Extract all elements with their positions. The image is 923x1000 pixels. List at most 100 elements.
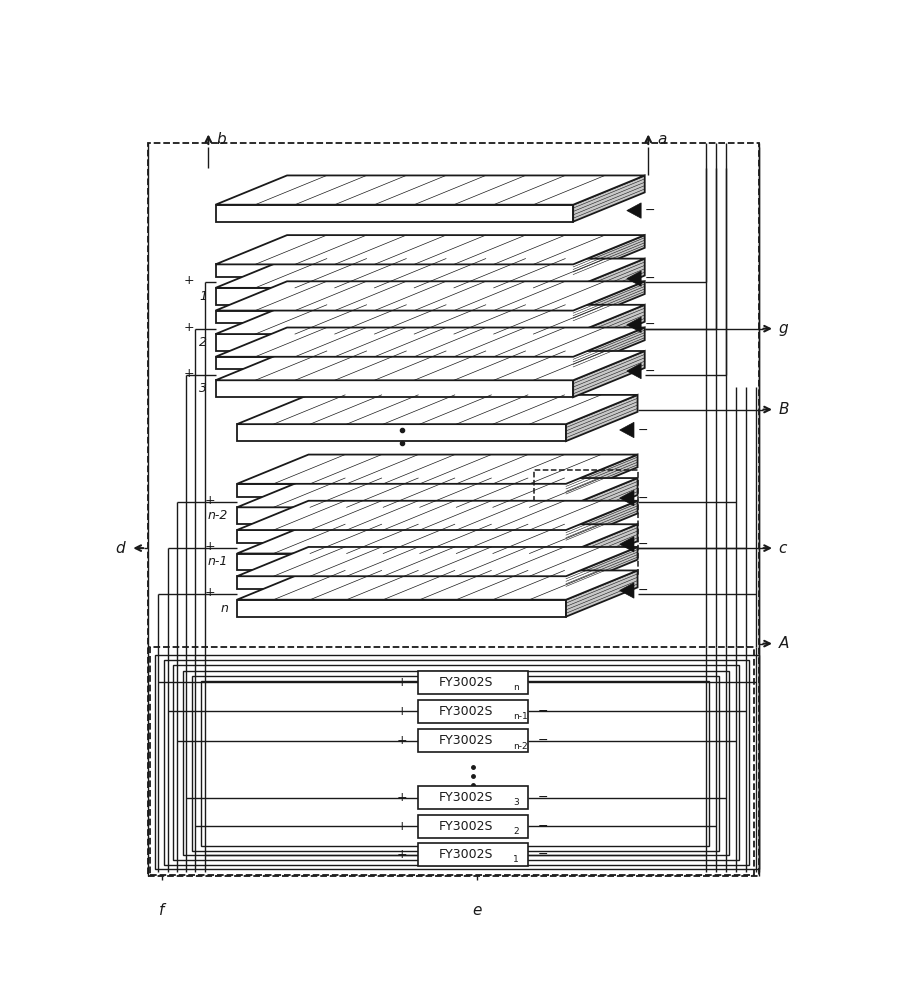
Text: +: + <box>205 586 216 599</box>
Polygon shape <box>216 357 573 369</box>
Polygon shape <box>216 281 644 311</box>
Text: −: − <box>638 538 648 551</box>
Polygon shape <box>216 175 644 205</box>
Text: FY3002S: FY3002S <box>438 791 493 804</box>
Polygon shape <box>573 281 644 323</box>
Polygon shape <box>237 530 566 543</box>
Text: +: + <box>397 705 407 718</box>
Polygon shape <box>216 328 644 357</box>
Text: B: B <box>778 402 789 417</box>
Bar <box>417 843 529 866</box>
Text: +: + <box>397 734 407 747</box>
Polygon shape <box>216 305 644 334</box>
Polygon shape <box>237 478 638 507</box>
Text: −: − <box>537 791 548 804</box>
Text: A: A <box>778 636 789 651</box>
Polygon shape <box>216 351 644 380</box>
Bar <box>148 143 759 876</box>
Text: 2: 2 <box>199 336 207 349</box>
Text: −: − <box>537 676 548 689</box>
Text: FY3002S: FY3002S <box>438 734 493 747</box>
Text: −: − <box>644 365 655 378</box>
Polygon shape <box>237 576 566 589</box>
Polygon shape <box>216 288 573 305</box>
Text: 1: 1 <box>513 855 519 864</box>
Text: n: n <box>513 683 519 692</box>
Text: +: + <box>397 791 407 804</box>
Polygon shape <box>627 271 641 286</box>
Polygon shape <box>627 203 641 218</box>
Polygon shape <box>573 328 644 369</box>
Text: n-2: n-2 <box>208 509 228 522</box>
Polygon shape <box>619 537 634 552</box>
Text: +: + <box>397 820 407 833</box>
Polygon shape <box>566 395 638 441</box>
Polygon shape <box>216 205 573 222</box>
Text: +: + <box>397 676 407 689</box>
Bar <box>183 671 729 855</box>
Bar <box>164 660 749 865</box>
Text: 1: 1 <box>199 290 207 303</box>
Polygon shape <box>573 351 644 397</box>
Bar <box>192 676 719 851</box>
Bar <box>155 655 759 869</box>
Polygon shape <box>237 547 638 576</box>
Text: c: c <box>778 541 786 556</box>
Polygon shape <box>566 501 638 543</box>
Text: FY3002S: FY3002S <box>438 820 493 833</box>
Polygon shape <box>216 311 573 323</box>
Polygon shape <box>573 175 644 222</box>
Polygon shape <box>216 380 573 397</box>
Text: −: − <box>537 734 548 747</box>
Text: −: − <box>644 272 655 285</box>
Text: −: − <box>537 705 548 718</box>
Text: FY3002S: FY3002S <box>438 705 493 718</box>
Text: −: − <box>638 492 648 505</box>
Polygon shape <box>566 547 638 589</box>
Text: −: − <box>638 584 648 597</box>
Polygon shape <box>237 554 566 570</box>
Polygon shape <box>619 583 634 598</box>
Polygon shape <box>237 570 638 600</box>
Text: FY3002S: FY3002S <box>438 676 493 689</box>
Polygon shape <box>216 259 644 288</box>
Text: b: b <box>217 132 226 147</box>
Polygon shape <box>237 507 566 524</box>
Text: 3: 3 <box>513 798 519 807</box>
Polygon shape <box>566 524 638 570</box>
Polygon shape <box>216 235 644 264</box>
Polygon shape <box>237 455 638 484</box>
Bar <box>417 671 529 694</box>
Text: n: n <box>221 602 228 615</box>
Text: −: − <box>638 424 648 437</box>
Bar <box>417 700 529 723</box>
Text: n-1: n-1 <box>208 555 228 568</box>
Text: g: g <box>778 321 788 336</box>
Text: +: + <box>397 848 407 861</box>
Text: f: f <box>159 903 164 918</box>
Polygon shape <box>237 600 566 617</box>
Bar <box>201 681 709 846</box>
Polygon shape <box>627 317 641 333</box>
Polygon shape <box>627 363 641 379</box>
Polygon shape <box>237 424 566 441</box>
Polygon shape <box>566 570 638 617</box>
Text: +: + <box>205 494 216 507</box>
Text: e: e <box>472 903 481 918</box>
Polygon shape <box>573 235 644 277</box>
Polygon shape <box>237 501 638 530</box>
Bar <box>533 470 638 576</box>
Text: n-1: n-1 <box>513 712 528 721</box>
Polygon shape <box>566 455 638 497</box>
Polygon shape <box>619 422 634 438</box>
Polygon shape <box>237 524 638 554</box>
Text: −: − <box>644 204 655 217</box>
Polygon shape <box>566 478 638 524</box>
Text: n-2: n-2 <box>513 742 528 751</box>
Bar <box>174 665 739 860</box>
Text: +: + <box>205 540 216 553</box>
Text: a: a <box>657 132 666 147</box>
Bar <box>150 647 754 875</box>
Text: +: + <box>184 367 194 380</box>
Polygon shape <box>573 259 644 305</box>
